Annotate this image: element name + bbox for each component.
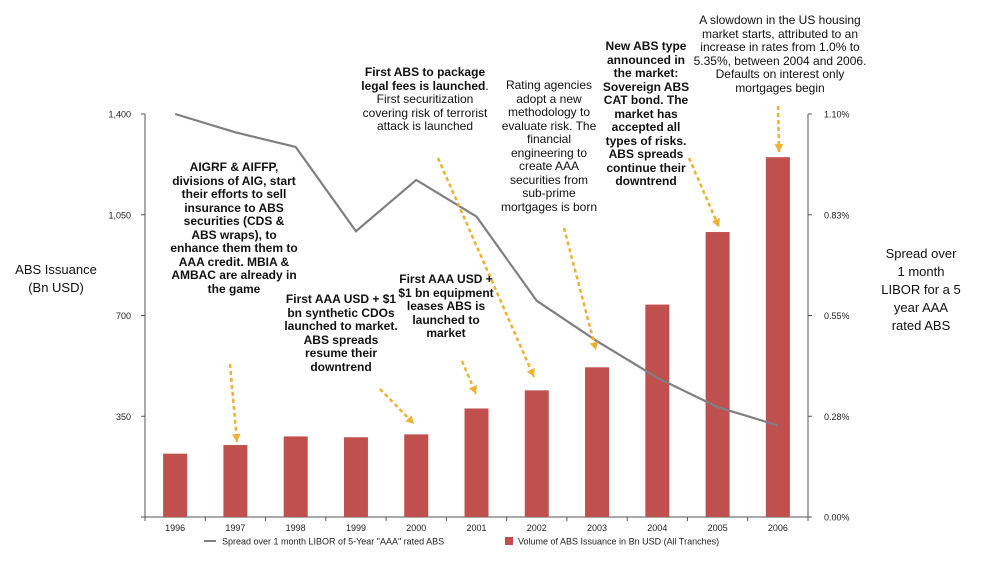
bar-2001	[464, 408, 489, 517]
bar-2006	[765, 157, 790, 517]
right-axis-label-line: rated ABS	[891, 318, 951, 333]
annotation-text: Rating agencies adopt a new methodology …	[500, 78, 598, 214]
left-tick-label: 350	[116, 412, 131, 422]
annotation-arrow-line	[228, 363, 239, 443]
annotation-bold-text: New ABS type announced in the market: So…	[602, 39, 690, 188]
annotation-2003: Rating agencies adopt a new methodology …	[498, 78, 600, 214]
annotation-arrow-head	[231, 433, 241, 442]
tick-labels: 350 700 1,050 1,400 0.00% 0.28% 0.55% 0.83% 1.10…	[108, 110, 849, 534]
left-tick-label: 1,050	[108, 210, 131, 220]
right-tick-label: 1.10%	[824, 110, 850, 120]
annotation-1997: AIGRF & AIFFP, divisions of AIG, start t…	[170, 160, 298, 296]
left-axis-label-line: ABS Issuance	[15, 262, 97, 277]
annotation-arrow-head	[711, 218, 720, 227]
x-tick-label: 1998	[286, 523, 306, 533]
x-tick-label: 1997	[225, 523, 245, 533]
spread-line	[174, 112, 779, 427]
annotation-bold-text: AIGRF & AIFFP, divisions of AIG, start t…	[170, 160, 298, 296]
x-tick-label: 2006	[768, 523, 788, 533]
annotation-bold-text: First AAA USD + $1 bn equipment leases A…	[398, 272, 494, 340]
bar-1996	[163, 453, 188, 517]
right-axis-label-line: 1 month	[897, 264, 945, 279]
right-tick-label: 0.28%	[824, 412, 850, 422]
annotation-arrow-head	[589, 341, 599, 350]
right-tick-label: 0.00%	[824, 513, 850, 523]
right-axis-label-line: Spread over	[885, 246, 957, 261]
left-tick-label: 1,400	[108, 110, 131, 120]
annotation-2001: First AAA USD + $1 bn equipment leases A…	[392, 272, 500, 341]
x-tick-label: 1999	[346, 523, 366, 533]
right-tick-label: 0.55%	[824, 311, 850, 321]
x-tick-label: 2003	[587, 523, 607, 533]
line-series	[174, 112, 779, 427]
legend-bar-label: Volume of ABS Issuance in Bn USD (All Tr…	[518, 537, 719, 547]
annotation-arrow-head	[526, 368, 535, 377]
annotation-bold-text: First ABS to package legal fees is launc…	[361, 65, 486, 93]
legend-line-label: Spread over 1 month LIBOR of 5-Year "AAA…	[222, 537, 444, 547]
left-tick-label: 700	[116, 311, 131, 321]
bar-2003	[585, 367, 610, 517]
annotation-2002: First ABS to package legal fees is launc…	[360, 65, 490, 134]
bar-2000	[404, 434, 429, 517]
legend: Spread over 1 month LIBOR of 5-Year "AAA…	[204, 537, 719, 547]
legend-bar-swatch	[505, 537, 513, 545]
x-tick-label: 2004	[647, 523, 667, 533]
right-tick-label: 0.83%	[824, 210, 850, 220]
annotation-arrow-line	[379, 388, 415, 425]
left-axis-label: ABS Issuance (Bn USD)	[14, 261, 98, 297]
bar-series	[163, 157, 790, 517]
bar-1997	[223, 445, 248, 517]
bar-2005	[705, 232, 730, 517]
bar-1998	[283, 436, 308, 517]
bar-2004	[645, 304, 670, 517]
annotation-text: . First securitization covering risk of …	[362, 78, 489, 133]
bar-1999	[343, 437, 368, 517]
annotation-arrow-line	[436, 157, 536, 378]
bar-2002	[524, 390, 549, 517]
annotation-bold-text: First AAA USD + $1 bn synthetic CDOs lau…	[284, 292, 398, 374]
annotation-2005: New ABS type announced in the market: So…	[597, 39, 695, 189]
x-tick-label: 2000	[406, 523, 426, 533]
annotation-text: A slowdown in the US housing market star…	[693, 13, 867, 95]
x-tick-label: 2001	[466, 523, 486, 533]
right-axis-label: Spread over 1 month LIBOR for a 5 year AAA r…	[868, 245, 974, 335]
annotation-2000: First AAA USD + $1 bn synthetic CDOs lau…	[282, 292, 400, 374]
right-axis-label-line: year AAA	[893, 300, 949, 315]
annotation-arrow-line	[562, 227, 598, 351]
x-tick-label: 2005	[708, 523, 728, 533]
annotation-2006: A slowdown in the US housing market star…	[690, 13, 870, 95]
annotation-arrow-line	[687, 157, 721, 228]
annotation-arrows	[228, 105, 784, 443]
left-axis-label-line: (Bn USD)	[28, 280, 84, 295]
annotation-arrow-head	[774, 144, 784, 152]
right-axis-label-line: LIBOR for a 5	[881, 282, 961, 297]
annotation-arrow-head	[405, 415, 414, 424]
annotation-arrow-head	[468, 385, 477, 394]
x-tick-label: 1996	[165, 523, 185, 533]
x-tick-label: 2002	[527, 523, 547, 533]
